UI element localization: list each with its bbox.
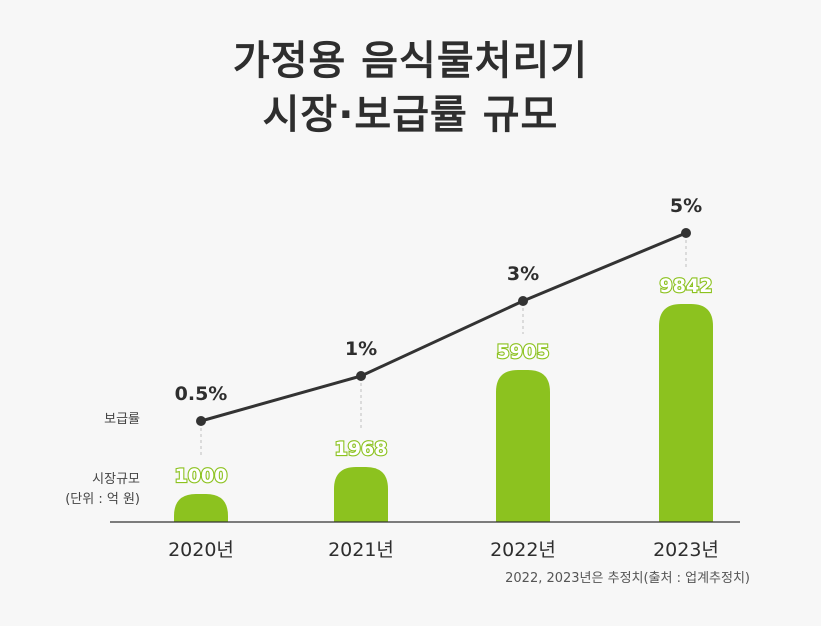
rate-value-label-2: 1%	[345, 338, 377, 360]
legend-line-label: 보급률	[104, 412, 140, 427]
rate-value-label-4: 5%	[670, 195, 702, 217]
rate-value-label-1: 0.5%	[175, 383, 228, 405]
bar-1	[174, 494, 228, 522]
x-tick-label-2: 2021년	[328, 539, 394, 561]
bar-4	[659, 304, 713, 522]
bar-value-label-2: 1968	[335, 438, 388, 460]
bar-value-label-3: 5905	[497, 341, 550, 363]
x-tick-label-3: 2022년	[490, 539, 556, 561]
x-tick-label-4: 2023년	[653, 539, 719, 561]
rate-value-label-3: 3%	[507, 263, 539, 285]
legend-bar-label: 시장규모	[92, 472, 140, 487]
rate-point-3	[518, 296, 528, 306]
rate-point-2	[356, 371, 366, 381]
rate-point-4	[681, 228, 691, 238]
guide-lines-layer	[200, 240, 687, 458]
rate-line	[200, 231, 687, 423]
legend-layer: 보급률 시장규모 (단위 : 억 원)	[65, 412, 140, 507]
x-tick-label-1: 2020년	[168, 539, 234, 561]
labels-layer: 1000 2020년 0.5% 1968 2021년 1% 5905 2022년 3% 9842 2…	[168, 195, 719, 561]
chart-title: 가정용 음식물처리기 시장·보급률 규모	[0, 34, 821, 142]
chart-title-line-2: 시장·보급률 규모	[262, 92, 559, 138]
footnote: 2022, 2023년은 추정치(출처 : 업계추정치)	[505, 571, 750, 586]
bars-layer	[174, 304, 713, 522]
bar-3	[496, 370, 550, 522]
chart-title-line-1: 가정용 음식물처리기	[232, 38, 589, 84]
rate-point-1	[196, 416, 206, 426]
bar-2	[334, 467, 388, 522]
legend-bar-unit: (단위 : 억 원)	[65, 492, 140, 507]
bar-value-label-1: 1000	[175, 465, 228, 487]
rate-line-layer	[196, 228, 691, 426]
bar-value-label-4: 9842	[660, 275, 713, 297]
